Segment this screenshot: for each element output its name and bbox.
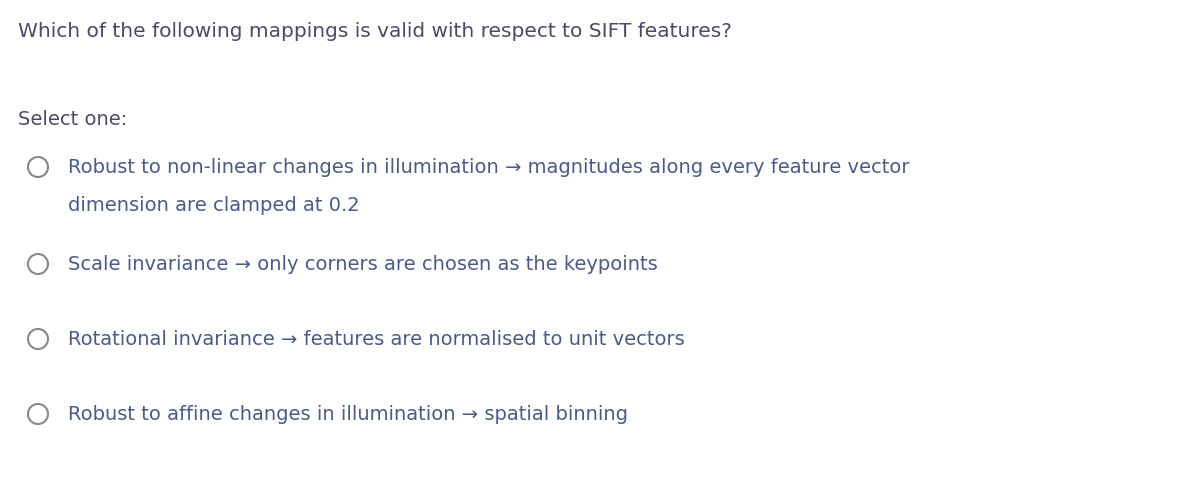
Text: dimension are clamped at 0.2: dimension are clamped at 0.2 bbox=[68, 196, 360, 215]
Text: Select one:: Select one: bbox=[18, 110, 127, 129]
Text: Which of the following mappings is valid with respect to SIFT features?: Which of the following mappings is valid… bbox=[18, 22, 732, 41]
Text: Rotational invariance → features are normalised to unit vectors: Rotational invariance → features are nor… bbox=[68, 330, 685, 349]
Text: Scale invariance → only corners are chosen as the keypoints: Scale invariance → only corners are chos… bbox=[68, 255, 658, 274]
Text: Robust to affine changes in illumination → spatial binning: Robust to affine changes in illumination… bbox=[68, 405, 628, 424]
Text: Robust to non-linear changes in illumination → magnitudes along every feature ve: Robust to non-linear changes in illumina… bbox=[68, 158, 910, 177]
